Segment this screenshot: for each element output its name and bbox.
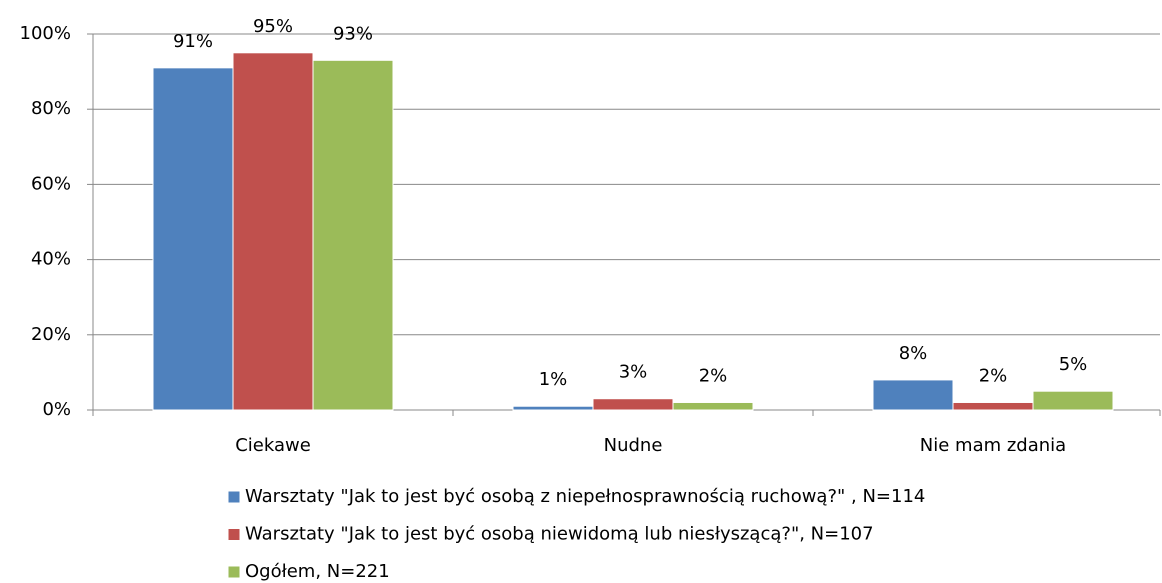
value-label: 95% bbox=[253, 16, 293, 37]
value-label: 8% bbox=[899, 343, 928, 364]
value-label: 5% bbox=[1059, 354, 1088, 375]
value-label: 1% bbox=[539, 369, 568, 390]
legend-label: Warsztaty "Jak to jest być osobą niewido… bbox=[245, 524, 874, 545]
y-tick-label: 40% bbox=[31, 249, 71, 270]
y-tick-label: 80% bbox=[31, 98, 71, 119]
y-tick-label: 0% bbox=[42, 399, 71, 420]
bar bbox=[872, 379, 954, 411]
legend-swatch bbox=[227, 490, 241, 504]
bar bbox=[312, 59, 394, 411]
bar bbox=[952, 401, 1034, 411]
legend-swatch bbox=[227, 528, 241, 541]
value-label: 93% bbox=[333, 23, 373, 44]
y-tick-label: 20% bbox=[31, 324, 71, 345]
value-label: 2% bbox=[979, 365, 1008, 386]
legend-swatch bbox=[227, 565, 241, 579]
bar bbox=[152, 67, 234, 411]
y-tick-label: 60% bbox=[31, 173, 71, 194]
x-tick-label: Nie mam zdania bbox=[920, 435, 1066, 456]
value-label: 2% bbox=[699, 365, 728, 386]
y-tick-label: 100% bbox=[20, 23, 71, 44]
legend-label: Warsztaty "Jak to jest być osobą z niepe… bbox=[245, 486, 925, 507]
bar bbox=[232, 52, 314, 411]
x-tick-label: Nudne bbox=[604, 435, 663, 456]
bar bbox=[592, 398, 674, 411]
value-label: 91% bbox=[173, 31, 213, 52]
value-label: 3% bbox=[619, 362, 648, 383]
bar bbox=[512, 405, 594, 411]
bar bbox=[672, 401, 754, 411]
legend-label: Ogółem, N=221 bbox=[245, 561, 390, 582]
bar bbox=[1032, 390, 1114, 411]
x-tick-label: Ciekawe bbox=[235, 435, 311, 456]
